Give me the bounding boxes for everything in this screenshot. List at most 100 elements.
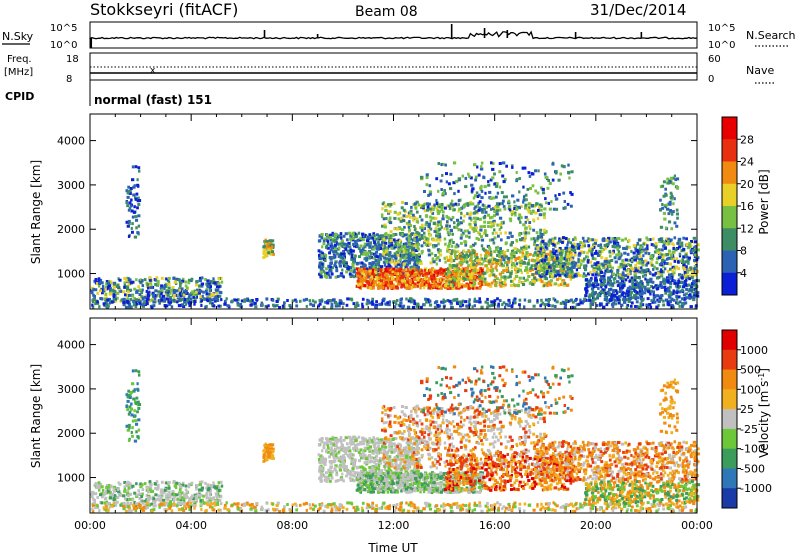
power-cell-499 <box>275 304 279 307</box>
power-cell-3155 <box>569 277 573 281</box>
power-cell-1030 <box>266 253 269 257</box>
power-cell-638 <box>507 298 511 302</box>
power-cell-3804 <box>440 208 444 211</box>
power-cell-4376 <box>616 253 620 257</box>
power-cell-1818 <box>383 269 387 273</box>
power-cell-4576 <box>599 270 603 274</box>
power-cell-2085 <box>437 282 440 286</box>
power-cell-1234 <box>353 244 357 248</box>
power-cell-3145 <box>526 254 530 258</box>
power-cell-856 <box>313 300 317 304</box>
power-cell-4275 <box>628 272 631 276</box>
power-cell-802 <box>625 305 629 309</box>
power-cell-60 <box>125 294 129 298</box>
power-cell-1474 <box>329 233 332 237</box>
power-cell-3765 <box>449 187 453 191</box>
power-cell-3880 <box>595 249 598 253</box>
power-cell-821 <box>492 303 495 307</box>
power-cell-3800 <box>508 208 512 212</box>
power-cell-4270 <box>639 244 643 248</box>
power-cell-2720 <box>483 220 486 224</box>
power-cell-829 <box>346 297 350 301</box>
power-cell-3982 <box>594 272 598 276</box>
power-cell-3003 <box>499 247 502 251</box>
power-cell-4350 <box>576 264 580 268</box>
power-cell-1677 <box>373 246 377 250</box>
power-cell-989 <box>137 214 141 218</box>
power-cell-891 <box>650 299 653 302</box>
power-cell-839 <box>183 298 187 301</box>
power-cell-2802 <box>446 216 450 220</box>
power-cell-3268 <box>473 281 476 285</box>
power-cell-3573 <box>459 271 463 275</box>
power-cell-3538 <box>505 266 509 270</box>
power-cell-3750 <box>518 190 521 194</box>
power-cell-4188 <box>642 254 645 258</box>
power-cell-914 <box>655 305 659 309</box>
power-cell-3119 <box>526 208 530 212</box>
power-cell-4852 <box>681 280 684 284</box>
power-cell-1056 <box>402 255 405 259</box>
power-cell-3092 <box>426 208 430 212</box>
power-cell-994 <box>125 201 128 204</box>
power-cell-4332 <box>626 252 630 256</box>
power-cell-846 <box>425 300 428 304</box>
power-cell-919 <box>468 303 471 307</box>
power-cell-1199 <box>368 233 372 237</box>
power-cell-2462 <box>394 259 398 263</box>
power-cell-296 <box>141 279 144 283</box>
power-cell-3585 <box>566 283 570 287</box>
power-cell-823 <box>513 301 517 305</box>
power-cell-4311 <box>543 258 547 262</box>
power-cell-2667 <box>515 262 519 266</box>
power-cell-1598 <box>366 242 370 246</box>
power-cell-2846 <box>507 259 511 263</box>
power-cell-2878 <box>484 231 487 234</box>
power-cell-4535 <box>640 257 643 261</box>
power-cell-2265 <box>379 285 383 289</box>
power-cell-980 <box>137 196 140 200</box>
power-cell-1208 <box>352 270 356 274</box>
power-cell-2788 <box>492 219 496 223</box>
power-cell-3616 <box>522 261 526 265</box>
power-cell-416 <box>129 298 133 302</box>
power-cell-4807 <box>681 276 684 280</box>
power-cell-47 <box>169 295 173 299</box>
power-cell-3966 <box>655 257 660 261</box>
power-cell-2648 <box>449 202 453 206</box>
power-cell-3463 <box>506 275 510 279</box>
power-cell-4667 <box>552 252 556 255</box>
power-cell-3019 <box>527 245 531 249</box>
power-cell-772 <box>184 302 187 306</box>
power-cell-2875 <box>438 258 441 262</box>
power-cell-2339 <box>418 276 421 280</box>
power-cell-3349 <box>510 284 514 287</box>
power-cell-3563 <box>469 266 473 269</box>
power-cell-1740 <box>340 239 344 243</box>
power-cell-2718 <box>413 233 417 237</box>
power-cell-635 <box>108 301 111 305</box>
power-cell-1428 <box>405 233 409 237</box>
power-cell-2937 <box>400 228 405 232</box>
power-cell-4892 <box>657 284 661 288</box>
cpid-text: normal (fast) 151 <box>94 93 212 107</box>
power-cell-1580 <box>409 251 413 255</box>
power-cell-3387 <box>458 252 463 256</box>
power-cell-2770 <box>499 223 503 227</box>
power-cell-951 <box>131 165 135 169</box>
power-cell-2432 <box>409 271 412 274</box>
power-cell-2943 <box>504 261 508 264</box>
power-cell-4004 <box>556 241 560 245</box>
power-cell-304 <box>108 284 112 287</box>
power-cell-2954 <box>456 218 460 222</box>
power-cell-977 <box>134 197 138 201</box>
power-cell-4957 <box>590 277 593 281</box>
power-cell-269 <box>208 295 212 299</box>
power-cell-3519 <box>504 255 509 259</box>
power-cell-2283 <box>413 282 417 286</box>
power-cell-2455 <box>463 214 466 218</box>
power-cell-2176 <box>416 280 420 284</box>
power-cell-317 <box>172 289 176 292</box>
power-cell-2196 <box>442 284 446 288</box>
power-cell-3663 <box>447 204 451 208</box>
